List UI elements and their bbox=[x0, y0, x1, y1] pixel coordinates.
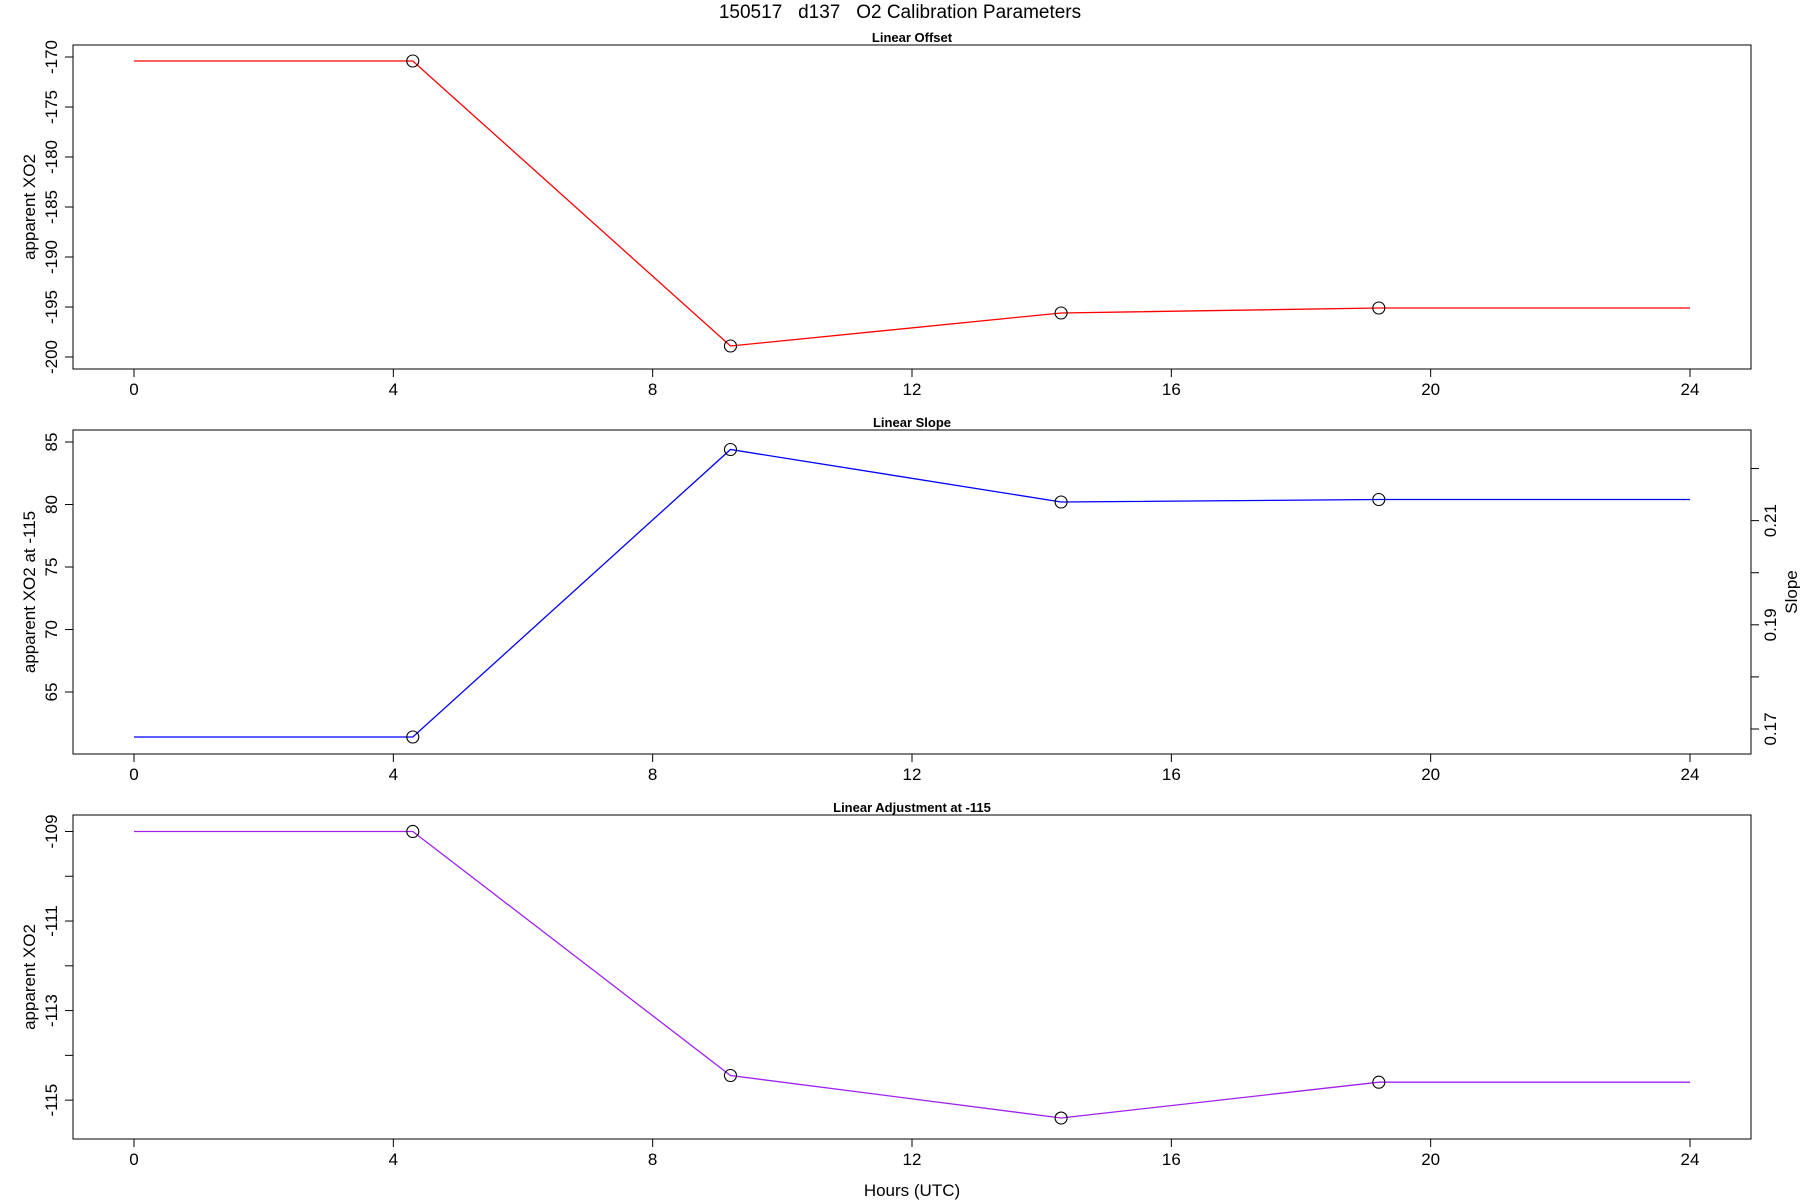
x-tick-label: 8 bbox=[648, 765, 657, 784]
x-tick-label: 24 bbox=[1681, 380, 1700, 399]
data-point bbox=[723, 339, 738, 353]
x-tick-label: 20 bbox=[1421, 380, 1440, 399]
x-tick-label: 12 bbox=[903, 1150, 922, 1169]
panel-title: Linear Adjustment at -115 bbox=[833, 800, 991, 815]
data-point bbox=[1372, 1075, 1386, 1089]
y2-axis-title: Slope bbox=[1782, 570, 1800, 613]
x-tick-label: 4 bbox=[389, 765, 398, 784]
x-tick-label: 16 bbox=[1162, 1150, 1181, 1169]
y-tick-label: -195 bbox=[42, 290, 61, 324]
y-tick-label: -115 bbox=[42, 1084, 61, 1117]
x-tick-label: 4 bbox=[389, 380, 398, 399]
figure-title: 150517 d137 O2 Calibration Parameters bbox=[718, 2, 1082, 23]
data-point bbox=[723, 442, 738, 457]
series-line bbox=[134, 830, 1690, 1119]
panel-1: Linear Offset 0 4 8 12 16 20 24 -200 -195 -190 -185… bbox=[20, 30, 1752, 399]
panel-3: Linear Adjustment at -115 0 4 8 12 16 20 24 -115… bbox=[20, 800, 1752, 1169]
y-tick-label: 85 bbox=[42, 433, 61, 452]
y-tick-label: -180 bbox=[42, 140, 61, 174]
y-tick-label: -109 bbox=[42, 814, 61, 848]
y2-tick-label: 0.19 bbox=[1761, 608, 1780, 641]
x-tick-label: 20 bbox=[1421, 1150, 1440, 1169]
x-tick-label: 12 bbox=[903, 765, 922, 784]
x-tick-label: 8 bbox=[648, 380, 657, 399]
x-tick-label: 8 bbox=[648, 1150, 657, 1169]
x-tick-label: 0 bbox=[129, 765, 138, 784]
y-tick-label: -200 bbox=[42, 340, 61, 374]
y-tick-label: 70 bbox=[42, 620, 61, 639]
x-tick-label: 12 bbox=[903, 380, 922, 399]
panel-title: Linear Slope bbox=[873, 415, 951, 430]
x-tick-label: 24 bbox=[1681, 765, 1700, 784]
data-point bbox=[406, 54, 420, 68]
x-tick-label: 16 bbox=[1162, 380, 1181, 399]
y-axis-title: apparent XO2 bbox=[20, 924, 39, 1030]
y-tick-label: 65 bbox=[42, 683, 61, 702]
data-point bbox=[1054, 1111, 1068, 1125]
y-tick-label: -175 bbox=[42, 90, 61, 124]
data-point bbox=[1372, 301, 1386, 315]
x-tick-label: 0 bbox=[129, 1150, 138, 1169]
y-tick-label: -113 bbox=[42, 994, 61, 1027]
data-point bbox=[723, 1068, 738, 1083]
y-axis-title: apparent XO2 at -115 bbox=[20, 511, 39, 673]
data-point bbox=[1054, 495, 1068, 509]
data-point bbox=[406, 824, 420, 839]
series-line bbox=[134, 60, 1690, 347]
panel-title: Linear Offset bbox=[872, 30, 953, 45]
y-axis-title: apparent XO2 bbox=[20, 154, 39, 260]
x-tick-label: 0 bbox=[129, 380, 138, 399]
x-tick-label: 4 bbox=[389, 1150, 398, 1169]
y2-tick-label: 0.17 bbox=[1761, 712, 1780, 745]
x-tick-label: 20 bbox=[1421, 765, 1440, 784]
y2-tick-label: 0.21 bbox=[1761, 504, 1780, 537]
y-tick-label: 75 bbox=[42, 558, 61, 577]
y-tick-label: -111 bbox=[42, 905, 61, 937]
x-tick-label: 24 bbox=[1681, 1150, 1700, 1169]
y-tick-label: 80 bbox=[42, 495, 61, 514]
plot-frame bbox=[72, 44, 1752, 370]
data-point bbox=[1054, 306, 1068, 320]
x-tick-label: 16 bbox=[1162, 765, 1181, 784]
panel-2: Linear Slope 0 4 8 12 16 20 24 65 70 75 80 85 apparen… bbox=[20, 415, 1800, 784]
y-tick-label: -185 bbox=[42, 190, 61, 224]
series-line bbox=[134, 448, 1690, 738]
data-point bbox=[406, 730, 420, 744]
x-axis-title: Hours (UTC) bbox=[864, 1181, 960, 1200]
y-tick-label: -170 bbox=[42, 40, 61, 74]
data-point bbox=[1372, 492, 1386, 507]
y-tick-label: -190 bbox=[42, 240, 61, 274]
plot-frame bbox=[72, 814, 1752, 1140]
